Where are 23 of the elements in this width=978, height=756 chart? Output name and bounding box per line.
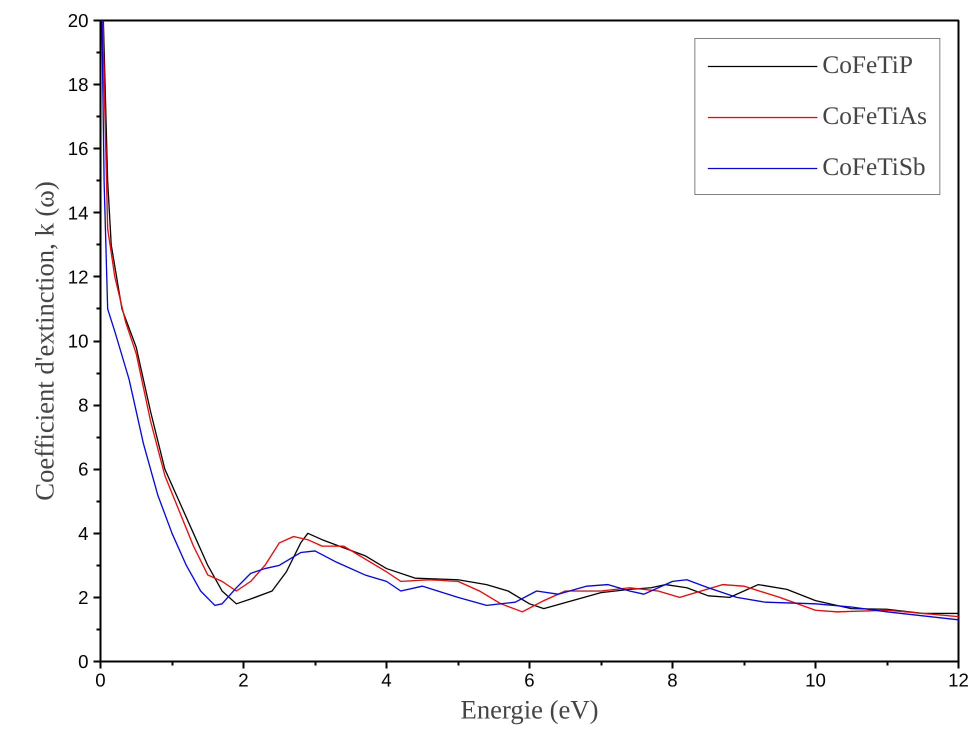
y-tick-label: 16 [68, 138, 89, 160]
x-tick-label: 6 [524, 670, 535, 690]
x-tick-label: 4 [381, 670, 392, 690]
legend-label: CoFeTiP [822, 51, 913, 80]
x-tick-label: 12 [948, 670, 969, 690]
y-tick-label: 8 [78, 394, 89, 416]
x-tick-label: 0 [95, 670, 106, 690]
y-tick-label: 2 [78, 586, 89, 608]
y-tick-label: 12 [68, 266, 89, 288]
x-tick-label: 10 [805, 670, 826, 690]
legend-label: CoFeTiAs [822, 102, 927, 131]
x-tick-label: 2 [238, 670, 249, 690]
x-tick-label: 8 [667, 670, 678, 690]
x-axis-title: Energie (eV) [460, 694, 598, 724]
y-tick-label: 6 [78, 458, 89, 480]
y-tick-label: 10 [68, 330, 89, 352]
y-tick-label: 14 [68, 202, 89, 224]
y-tick-label: 18 [68, 74, 89, 96]
y-axis-title: Coefficient d'extinction, k (ω) [30, 181, 60, 501]
y-tick-label: 4 [78, 522, 89, 544]
y-tick-label: 20 [68, 10, 89, 31]
y-tick-label: 0 [78, 651, 89, 672]
legend-label: CoFeTiSb [822, 153, 926, 182]
